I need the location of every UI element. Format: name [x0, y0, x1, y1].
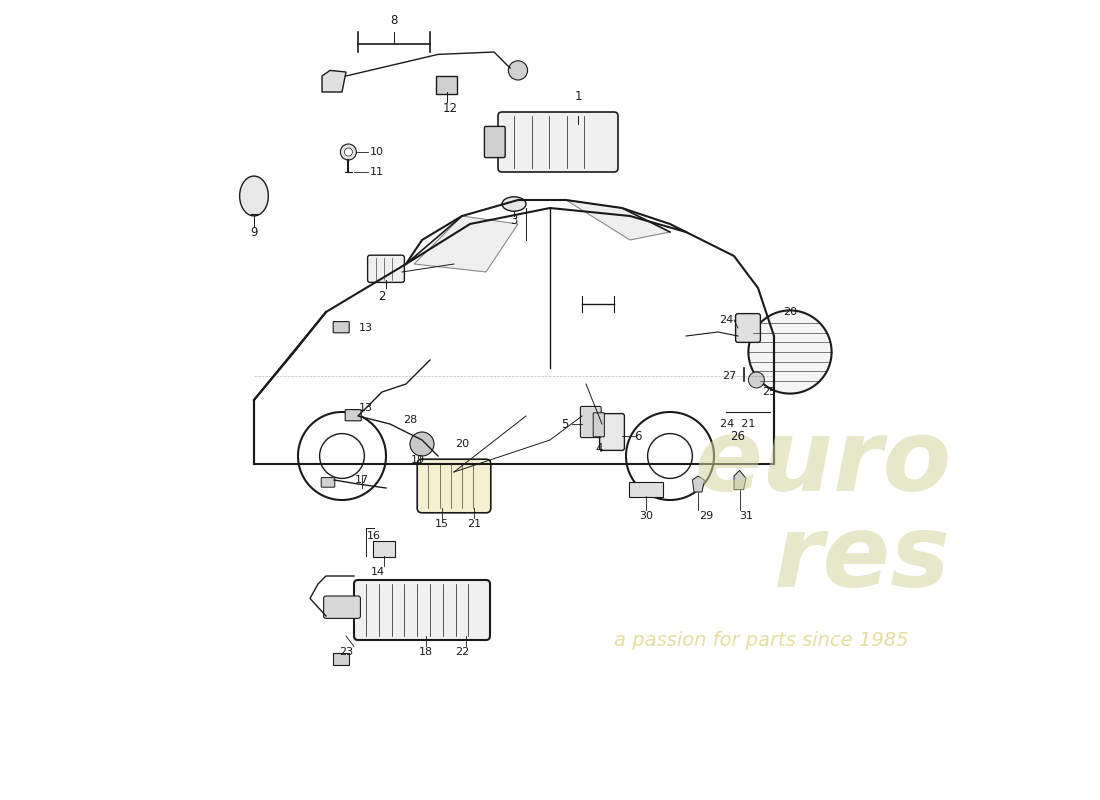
- Text: 18: 18: [419, 647, 433, 657]
- Text: 25: 25: [762, 387, 777, 397]
- Circle shape: [748, 372, 764, 388]
- FancyBboxPatch shape: [736, 314, 760, 342]
- Text: 10: 10: [370, 147, 384, 157]
- Circle shape: [748, 310, 832, 394]
- Polygon shape: [322, 70, 346, 92]
- Text: 22: 22: [455, 647, 469, 657]
- Text: 16: 16: [367, 531, 381, 541]
- Text: res: res: [774, 511, 950, 609]
- PathPatch shape: [414, 216, 518, 272]
- FancyBboxPatch shape: [333, 653, 349, 665]
- Text: 3: 3: [510, 214, 518, 226]
- Text: 11: 11: [370, 167, 384, 177]
- Text: 23: 23: [339, 647, 353, 657]
- Text: 19: 19: [411, 455, 425, 465]
- FancyBboxPatch shape: [437, 76, 458, 94]
- FancyBboxPatch shape: [373, 541, 395, 557]
- FancyBboxPatch shape: [600, 414, 625, 450]
- Text: 27: 27: [722, 371, 736, 381]
- FancyBboxPatch shape: [417, 459, 491, 513]
- Text: 8: 8: [390, 14, 398, 26]
- Polygon shape: [240, 176, 268, 216]
- Text: 29: 29: [698, 511, 713, 521]
- Text: 5: 5: [561, 418, 568, 430]
- FancyBboxPatch shape: [629, 482, 663, 497]
- FancyBboxPatch shape: [581, 406, 602, 438]
- Circle shape: [344, 148, 352, 156]
- Text: 14: 14: [371, 567, 385, 577]
- FancyBboxPatch shape: [345, 410, 361, 421]
- Polygon shape: [692, 476, 704, 492]
- PathPatch shape: [566, 200, 670, 240]
- FancyBboxPatch shape: [333, 322, 349, 333]
- Text: 13: 13: [359, 323, 373, 333]
- Text: 30: 30: [639, 511, 653, 521]
- Text: 24  21: 24 21: [720, 419, 756, 429]
- Text: 17: 17: [355, 475, 370, 485]
- FancyBboxPatch shape: [323, 596, 361, 618]
- Ellipse shape: [502, 197, 526, 211]
- Text: 9: 9: [251, 226, 257, 238]
- FancyBboxPatch shape: [354, 580, 490, 640]
- Text: 12: 12: [442, 102, 458, 114]
- Text: 26: 26: [730, 430, 746, 442]
- FancyBboxPatch shape: [593, 413, 604, 437]
- Text: 4: 4: [596, 442, 603, 454]
- Text: 24: 24: [719, 315, 733, 325]
- Text: a passion for parts since 1985: a passion for parts since 1985: [614, 630, 909, 650]
- Text: 13: 13: [359, 403, 373, 413]
- Circle shape: [410, 432, 435, 456]
- Text: 31: 31: [739, 511, 754, 521]
- Text: 6: 6: [635, 430, 641, 442]
- FancyBboxPatch shape: [367, 255, 405, 282]
- FancyBboxPatch shape: [321, 478, 334, 487]
- Text: euro: euro: [694, 415, 952, 513]
- Text: 28: 28: [403, 415, 417, 425]
- Text: 1: 1: [574, 90, 582, 102]
- Text: 21: 21: [466, 519, 481, 529]
- Circle shape: [508, 61, 528, 80]
- FancyBboxPatch shape: [484, 126, 505, 158]
- Polygon shape: [734, 470, 746, 490]
- Circle shape: [340, 144, 356, 160]
- Text: 20: 20: [783, 307, 798, 317]
- FancyBboxPatch shape: [498, 112, 618, 172]
- Text: 15: 15: [434, 519, 449, 529]
- Text: 2: 2: [378, 290, 386, 302]
- Text: 20: 20: [455, 439, 469, 449]
